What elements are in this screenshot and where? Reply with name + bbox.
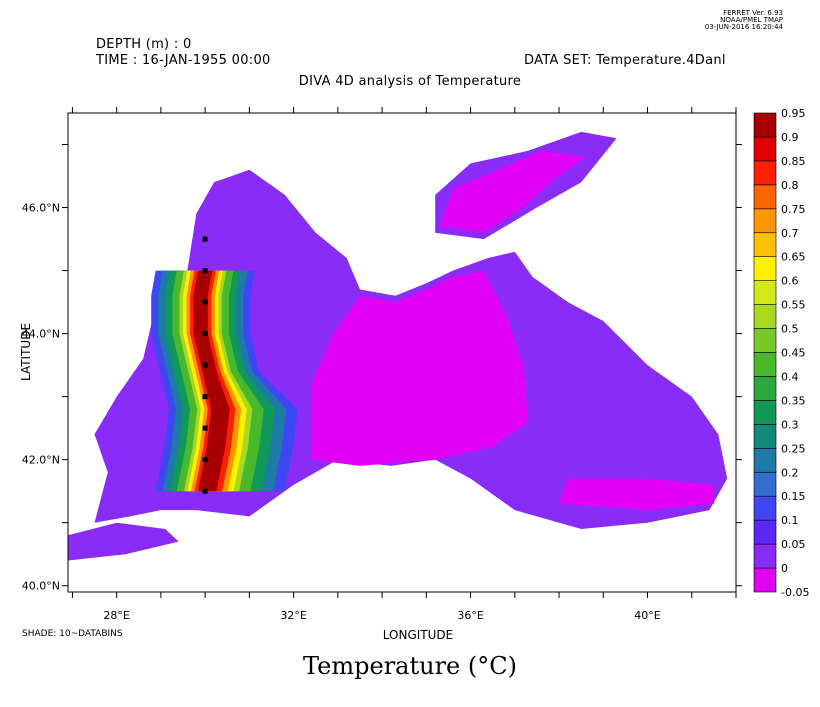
central-basin-low <box>311 270 529 466</box>
marmara-sea <box>68 522 179 561</box>
plot-frame <box>67 112 737 593</box>
colorbar-swatch <box>753 184 777 210</box>
colorbar-level-label: 0.3 <box>781 418 799 431</box>
colorbar-swatch <box>753 400 777 425</box>
colorbar-level-label: 0.5 <box>781 323 799 336</box>
colorbar-swatch <box>753 208 777 234</box>
colorbar-swatch <box>753 256 777 281</box>
colorbar: -0.05 0 0.05 0.1 0.15 0.2 0.25 0.3 0.35 0.4 0.45 0.… <box>753 107 809 599</box>
colorbar-swatch <box>753 519 777 545</box>
y-axis-ticks: 40.0°N 42.0°N 44.0°N 46.0°N <box>22 144 742 593</box>
colorbar-level-label: 0.15 <box>781 490 806 503</box>
azov-low <box>439 150 586 233</box>
sample-point-0 <box>202 236 208 242</box>
sample-point-8 <box>202 488 208 494</box>
colorbar-level-label: 0.35 <box>781 394 806 407</box>
ferret-org: NOAA/PMEL TMAP <box>720 16 783 24</box>
y-tick-label: 42.0°N <box>22 454 60 467</box>
x-tick-label: 40°E <box>634 609 660 622</box>
colorbar-level-label: 0.6 <box>781 275 799 288</box>
y-tick-label: 44.0°N <box>22 328 60 341</box>
dataset-label: DATA SET: Temperature.4Danl <box>524 53 726 68</box>
colorbar-level-label: 0.4 <box>781 370 799 383</box>
colorbar-level-label: 0.55 <box>781 299 806 312</box>
sample-point-5 <box>202 394 208 400</box>
sample-point-6 <box>202 425 208 431</box>
chart-title: DIVA 4D analysis of Temperature <box>298 74 522 89</box>
sample-point-1 <box>202 268 208 274</box>
colorbar-level-label: 0.1 <box>781 514 799 527</box>
depth-label: DEPTH (m) : 0 <box>96 37 192 52</box>
colorbar-title: Temperature (°C) <box>303 652 517 680</box>
colorbar-level-label: 0.2 <box>781 466 799 479</box>
x-tick-label: 32°E <box>280 609 306 622</box>
x-axis-ticks: 28°E 32°E 36°E 40°E <box>71 107 737 622</box>
colorbar-swatch <box>753 376 777 401</box>
colorbar-swatch <box>753 567 777 593</box>
y-axis-label: LATITUDE <box>19 323 33 381</box>
colorbar-swatch <box>753 543 777 569</box>
colorbar-swatch <box>753 471 777 497</box>
sample-point-4 <box>202 362 208 368</box>
colorbar-swatch <box>753 280 777 305</box>
colorbar-level-label: 0.45 <box>781 347 806 360</box>
colorbar-swatch <box>753 232 777 258</box>
colorbar-level-label: 0.85 <box>781 155 806 168</box>
sample-point-7 <box>202 457 208 463</box>
x-tick-label: 28°E <box>103 609 129 622</box>
colorbar-level-label: 0.05 <box>781 538 806 551</box>
colorbar-swatch <box>753 495 777 521</box>
temperature-plume <box>151 270 298 492</box>
colorbar-swatch <box>753 352 777 377</box>
colorbar-level-label: -0.05 <box>781 586 809 599</box>
colorbar-swatch <box>753 424 777 449</box>
colorbar-level-label: 0.75 <box>781 203 806 216</box>
x-tick-label: 36°E <box>457 609 483 622</box>
colorbar-level-label: 0.8 <box>781 179 799 192</box>
colorbar-level-label: 0.7 <box>781 227 799 240</box>
colorbar-level-label: 0.65 <box>781 251 806 264</box>
east-coast-low <box>559 478 714 511</box>
colorbar-swatch <box>753 328 777 353</box>
colorbar-swatch <box>753 447 777 473</box>
plume-band-8 <box>193 270 230 492</box>
time-label: TIME : 16-JAN-1955 00:00 <box>96 53 271 68</box>
shade-note: SHADE: 10~DATABINS <box>22 629 123 639</box>
colorbar-swatch <box>753 112 777 138</box>
y-tick-label: 46.0°N <box>22 202 60 215</box>
colorbar-swatch <box>753 136 777 162</box>
x-axis-label: LONGITUDE <box>383 628 453 642</box>
sample-point-3 <box>202 331 208 337</box>
colorbar-level-label: 0.95 <box>781 107 806 120</box>
ferret-version: FERRET Ver. 6.93 <box>723 9 783 17</box>
sample-points <box>202 236 208 494</box>
colorbar-level-label: 0.9 <box>781 131 799 144</box>
y-tick-label: 40.0°N <box>22 580 60 593</box>
ferret-timestamp: 03-JUN-2016 16:20:44 <box>704 23 783 31</box>
colorbar-level-label: 0 <box>781 562 788 575</box>
colorbar-swatch <box>753 304 777 329</box>
colorbar-swatch <box>753 160 777 186</box>
sample-point-2 <box>202 299 208 305</box>
colorbar-level-label: 0.25 <box>781 442 806 455</box>
